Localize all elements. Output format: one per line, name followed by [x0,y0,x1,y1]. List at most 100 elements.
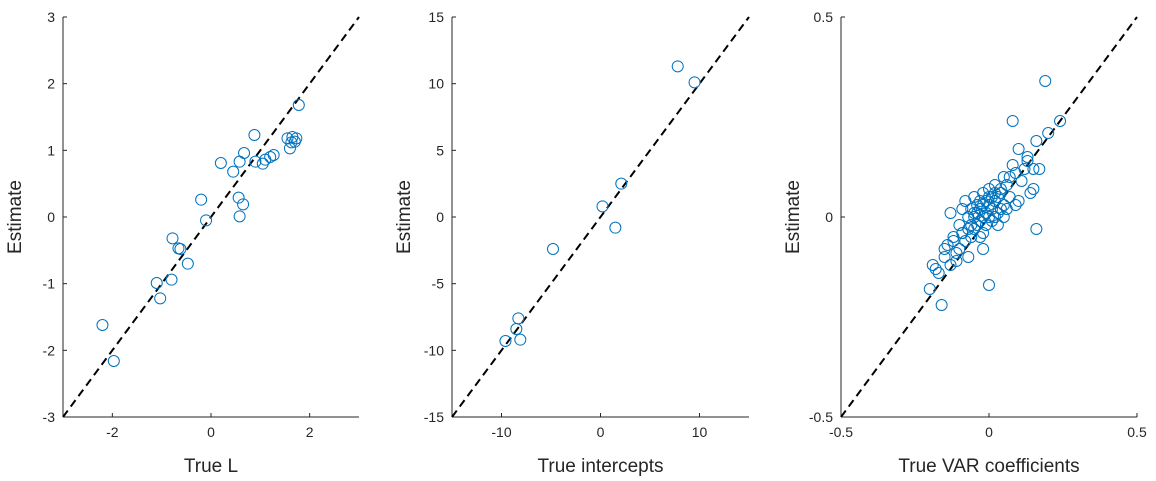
data-point [1027,163,1040,175]
y-tick-label: 0.5 [814,9,834,25]
data-point [1039,75,1052,87]
data-point [546,243,559,255]
y-tick-label: -5 [432,276,445,292]
data-point [944,207,957,219]
data-point [1027,183,1040,195]
scatter-panel-true-intercepts: -15 -10 -5 0 5 10 15 -10 0 10 True intercepts Estim… [394,9,750,477]
data-point [950,247,963,259]
y-tick-label: -1 [43,276,56,292]
data-point [1054,115,1067,127]
y-tick-label: 0 [825,209,833,225]
data-point [150,277,163,289]
y-tick-label: 0 [436,209,444,225]
data-point [264,151,277,163]
y-tick-label: 1 [47,142,55,158]
x-tick-label: -10 [491,424,511,440]
data-point [968,211,981,223]
data-point [249,155,262,168]
data-point [938,243,951,255]
data-point [959,235,972,247]
y-axis-label: Estimate [5,180,26,254]
data-point [174,243,187,255]
data-point [1003,171,1016,183]
data-point [499,335,512,347]
data-point [929,263,942,275]
data-point [971,219,984,231]
data-point [962,211,975,223]
data-point [953,243,966,255]
data-point [994,183,1007,195]
data-point [512,312,525,325]
y-tick-label: 2 [47,76,55,92]
data-point [233,155,246,168]
x-axis-label: True L [184,456,238,477]
y-tick-label: -10 [424,342,444,358]
data-point [962,251,975,263]
data-point [997,171,1010,183]
data-point [688,76,701,89]
data-point [944,259,957,271]
scatter-panel-true-var-coefficients: -0.5 0 0.5 -0.5 0 0.5 True VAR coefficients Est… [783,9,1147,477]
data-point [96,319,109,331]
data-point [1009,199,1022,211]
data-point [965,203,978,215]
data-point [290,132,303,145]
data-point [1021,155,1034,167]
scatter-panel-true-l: -3 -2 -1 0 1 2 3 -2 0 2 True L Estimate [5,9,360,477]
data-point [935,299,948,311]
data-point [1015,175,1028,187]
data-point [926,259,939,271]
data-point [977,227,990,239]
data-point [1006,159,1019,171]
data-point [980,219,993,231]
data-point [983,279,995,291]
data-point [1030,223,1043,235]
data-point [214,157,227,169]
data-point [233,210,246,223]
y-tick-label: -0.5 [809,409,833,425]
data-point [947,235,960,247]
data-point [985,215,998,227]
data-point [248,129,261,141]
data-point [1042,127,1055,139]
data-point [985,203,998,215]
data-point [615,177,628,190]
data-point [941,239,954,251]
data-point [997,199,1010,211]
y-tick-label: -3 [43,409,56,425]
y-axis-label: Estimate [783,180,804,254]
data-point [991,191,1004,203]
x-axis-label: True intercepts [537,456,663,477]
data-point [980,195,993,207]
data-point [165,273,178,286]
data-point [1021,151,1034,163]
x-tick-label: 0 [597,424,605,440]
data-point [292,99,305,111]
data-point [200,214,213,227]
data-point [1012,195,1025,207]
data-point [1018,163,1031,175]
data-point [181,257,194,270]
data-point [923,283,936,295]
data-point [514,333,527,346]
data-point [1030,135,1043,147]
data-point [107,355,120,367]
data-point [238,147,251,159]
x-tick-label: 2 [306,424,314,440]
x-tick-label: 10 [692,424,708,440]
data-point [227,165,240,178]
data-point [956,203,969,215]
data-point [974,231,987,243]
data-point [166,232,179,245]
data-point [991,219,1004,231]
data-point [938,251,951,263]
y-tick-label: -2 [43,342,56,358]
data-point [1024,187,1037,199]
identity-reference-line [451,16,750,418]
data-point [609,221,622,234]
y-tick-label: 15 [428,9,444,25]
y-tick-label: 5 [436,142,444,158]
data-point [932,267,945,279]
data-point [671,60,684,73]
